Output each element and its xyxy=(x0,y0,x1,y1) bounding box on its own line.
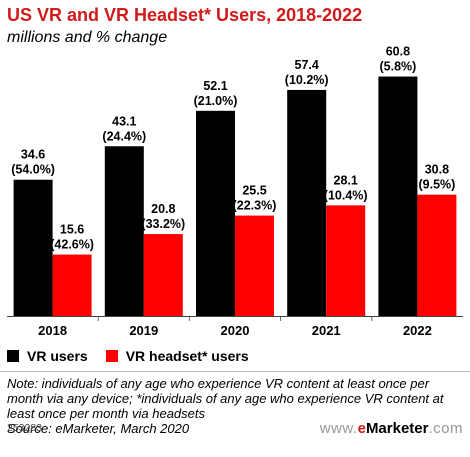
legend: VR users VR headset* users xyxy=(7,348,267,364)
note-text: Note: individuals of any age who experie… xyxy=(7,376,444,421)
data-label-value-vr-users-2019: 43.1 xyxy=(112,114,136,128)
data-label-value-vr-headset-users-2020: 25.5 xyxy=(242,184,266,198)
data-label-change-vr-users-2018: (54.0%) xyxy=(11,163,55,177)
data-label-change-vr-headset-users-2021: (10.4%) xyxy=(324,188,368,202)
legend-swatch-vr-users xyxy=(7,350,19,362)
data-label-change-vr-headset-users-2018: (42.6%) xyxy=(50,238,94,252)
bar-vr-headset-users-2022 xyxy=(417,194,457,316)
legend-item-vr-users: VR users xyxy=(7,348,88,364)
data-label-change-vr-users-2021: (10.2%) xyxy=(285,73,329,87)
chart-id: 253283 xyxy=(7,422,43,434)
legend-label-vr-headset-users: VR headset* users xyxy=(125,348,249,364)
legend-label-vr-users: VR users xyxy=(27,348,88,364)
data-label-change-vr-headset-users-2019: (33.2%) xyxy=(141,217,185,231)
data-label-change-vr-users-2020: (21.0%) xyxy=(194,94,238,108)
data-label-change-vr-headset-users-2020: (22.3%) xyxy=(233,199,277,213)
x-tick-label-2020: 2020 xyxy=(221,323,250,338)
data-label-value-vr-headset-users-2022: 30.8 xyxy=(425,163,449,177)
brand-prefix: www. xyxy=(319,420,358,437)
data-label-change-vr-users-2019: (24.4%) xyxy=(102,129,146,143)
chart-subtitle: millions and % change xyxy=(7,29,168,46)
bar-vr-headset-users-2021 xyxy=(326,205,366,316)
x-tick-label-2018: 2018 xyxy=(38,323,67,338)
bar-vr-headset-users-2020 xyxy=(235,215,274,316)
chart-note: Note: individuals of any age who experie… xyxy=(7,376,465,436)
bar-vr-users-2020 xyxy=(196,110,235,316)
bar-chart: 34.6(54.0%) 15.6(42.6%) 2018 43.1(24.4%) 20.… xyxy=(7,45,463,338)
bar-vr-users-2019 xyxy=(104,146,144,316)
data-label-value-vr-users-2022: 60.8 xyxy=(386,45,410,59)
brand-suffix: .com xyxy=(428,420,463,437)
brand-logo[interactable]: www.eMarketer.com xyxy=(320,420,463,437)
x-tick-label-2022: 2022 xyxy=(403,323,432,338)
data-label-change-vr-users-2022: (5.8%) xyxy=(379,60,416,74)
x-tick-label-2019: 2019 xyxy=(129,323,158,338)
legend-swatch-vr-headset-users xyxy=(105,350,118,362)
bar-vr-users-2021 xyxy=(287,89,327,316)
brand-name: Marketer xyxy=(365,420,429,437)
source-text: Source: eMarketer, March 2020 xyxy=(7,421,190,436)
brand-e: e xyxy=(357,420,366,437)
data-label-value-vr-headset-users-2021: 28.1 xyxy=(334,173,358,187)
bar-vr-users-2018 xyxy=(13,179,53,316)
data-label-value-vr-users-2020: 52.1 xyxy=(203,79,227,93)
data-label-value-vr-users-2018: 34.6 xyxy=(21,148,45,162)
bar-vr-headset-users-2018 xyxy=(52,254,92,316)
data-label-value-vr-users-2021: 57.4 xyxy=(295,58,319,72)
data-label-change-vr-headset-users-2022: (9.5%) xyxy=(418,178,455,192)
note-divider xyxy=(0,371,470,372)
x-tick-label-2021: 2021 xyxy=(312,323,341,338)
chart-title: US VR and VR Headset* Users, 2018-2022 xyxy=(7,5,363,25)
bar-vr-headset-users-2019 xyxy=(143,234,183,316)
data-label-value-vr-headset-users-2018: 15.6 xyxy=(60,223,84,237)
bar-vr-users-2022 xyxy=(378,76,418,317)
data-label-value-vr-headset-users-2019: 20.8 xyxy=(151,202,175,216)
legend-item-vr-headset-users: VR headset* users xyxy=(105,348,249,364)
